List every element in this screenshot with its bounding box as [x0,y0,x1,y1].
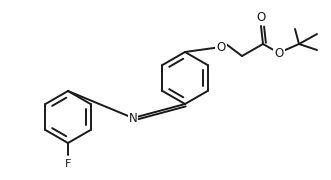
Text: F: F [65,159,71,169]
Text: N: N [129,111,137,125]
Text: O: O [274,46,284,60]
Text: O: O [216,40,226,53]
Text: O: O [257,11,265,24]
